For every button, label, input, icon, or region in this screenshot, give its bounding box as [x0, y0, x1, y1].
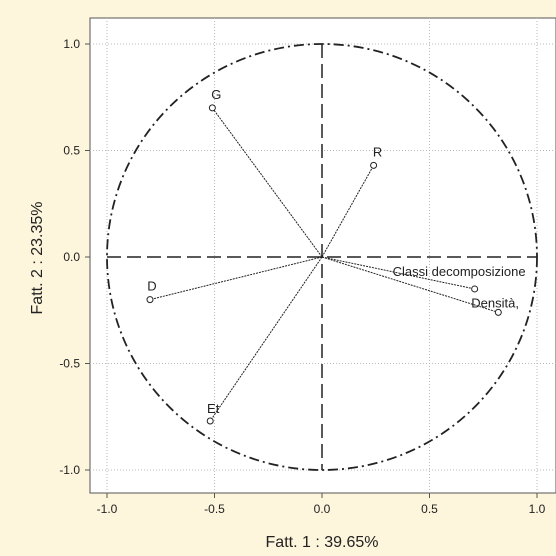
y-tick-label: 0.5	[63, 144, 80, 158]
point-labels-layer: G R D Classi decomposizione Densità, Et	[147, 87, 525, 416]
y-axis-title: Fatt. 2 : 23.35%	[29, 202, 46, 315]
data-point	[494, 308, 502, 316]
point-label: R	[373, 144, 382, 159]
x-tick-label: 1.0	[529, 502, 546, 516]
y-tick-label: -1.0	[59, 463, 80, 477]
y-tick-label: -0.5	[59, 357, 80, 371]
data-point	[370, 161, 378, 169]
point-label: G	[211, 87, 221, 102]
point-label: Densità,	[471, 295, 519, 310]
y-tick-label: 0.0	[63, 250, 80, 264]
y-tick-label: 1.0	[63, 37, 80, 51]
x-tick-label: 0.0	[314, 502, 331, 516]
vectors-layer	[146, 104, 502, 425]
data-point	[146, 296, 154, 304]
x-tick-label: -0.5	[204, 502, 225, 516]
x-tick-label: 0.5	[421, 502, 438, 516]
data-point	[471, 285, 479, 293]
vector-line	[149, 256, 323, 301]
x-tick-label: -1.0	[97, 502, 118, 516]
data-point	[208, 104, 216, 112]
point-label: Et	[207, 401, 220, 416]
vector-line	[211, 107, 323, 258]
vector-line	[209, 256, 323, 422]
vector-line	[321, 256, 499, 313]
axis-ticks-layer: -1.0 -0.5 0.0 0.5 1.0 1.0 0.5 0.0 -0.5 -1.0	[59, 37, 545, 516]
x-axis-title: Fatt. 1 : 39.65%	[266, 534, 379, 551]
vector-line	[321, 165, 375, 258]
data-point	[206, 417, 214, 425]
point-label: D	[147, 279, 156, 294]
point-label: Classi decomposizione	[393, 264, 526, 279]
vector-line	[321, 256, 475, 290]
